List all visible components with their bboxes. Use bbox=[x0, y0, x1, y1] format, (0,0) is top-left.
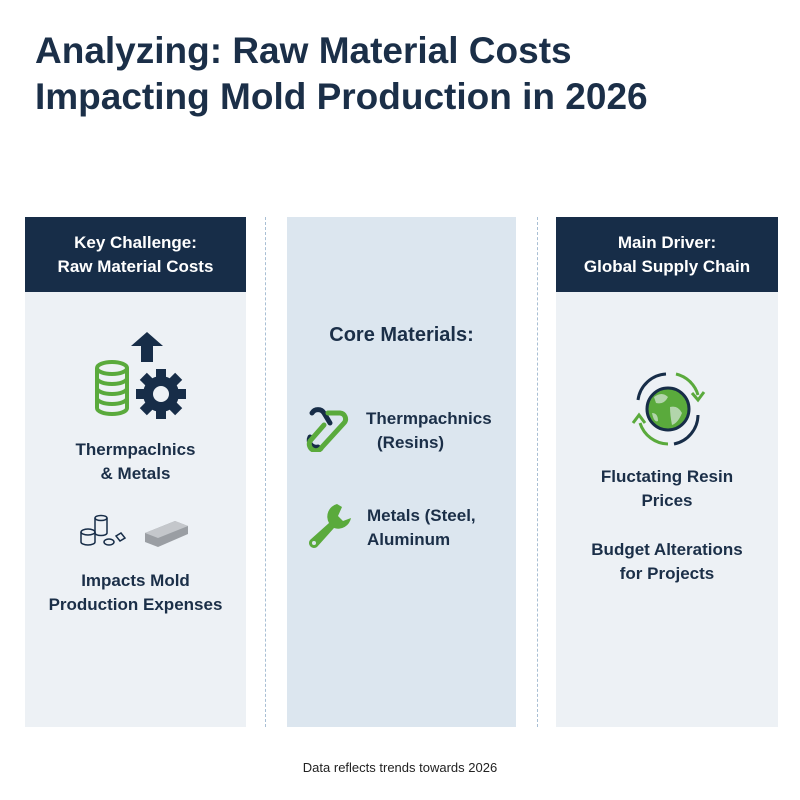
main-driver-header: Main Driver: Global Supply Chain bbox=[556, 217, 778, 292]
core-material-item: Metals (Steel, Aluminum bbox=[367, 506, 476, 549]
core-material-item: Thermpachnics (Resins) bbox=[366, 409, 492, 452]
divider bbox=[537, 217, 538, 727]
impact-label: Impacts Mold Production Expenses bbox=[48, 571, 223, 614]
header-line: Main Driver: bbox=[617, 232, 717, 252]
header-line: Raw Material Costs bbox=[57, 256, 214, 276]
core-materials-panel: Core Materials: Thermpachnics (Resins) Me… bbox=[287, 217, 516, 727]
coins-gear-arrow-up-icon bbox=[95, 332, 186, 419]
header-line: Key Challenge: bbox=[74, 232, 197, 252]
page-title: Analyzing: Raw Material Costs Impacting … bbox=[35, 30, 648, 117]
materials-label: Thermpaclnics & Metals bbox=[75, 440, 196, 483]
main-driver-panel: Main Driver: Global Supply Chain Fluctat… bbox=[556, 217, 778, 727]
globe-cycle-icon bbox=[631, 372, 706, 446]
wrench-icon bbox=[309, 504, 351, 548]
chain-link-icon bbox=[306, 407, 349, 452]
materials-ingot-icon bbox=[80, 514, 188, 547]
divider bbox=[265, 217, 266, 727]
key-challenge-panel: Key Challenge: Raw Material Costs Thermp… bbox=[25, 217, 246, 727]
resin-prices-label: Fluctating Resin Prices bbox=[600, 467, 734, 510]
core-materials-heading: Core Materials: bbox=[329, 324, 474, 346]
footer-note: Data reflects trends towards 2026 bbox=[302, 760, 498, 775]
header-line: Global Supply Chain bbox=[583, 256, 751, 276]
key-challenge-header: Key Challenge: Raw Material Costs bbox=[25, 217, 246, 292]
budget-label: Budget Alterations for Projects bbox=[591, 540, 743, 583]
